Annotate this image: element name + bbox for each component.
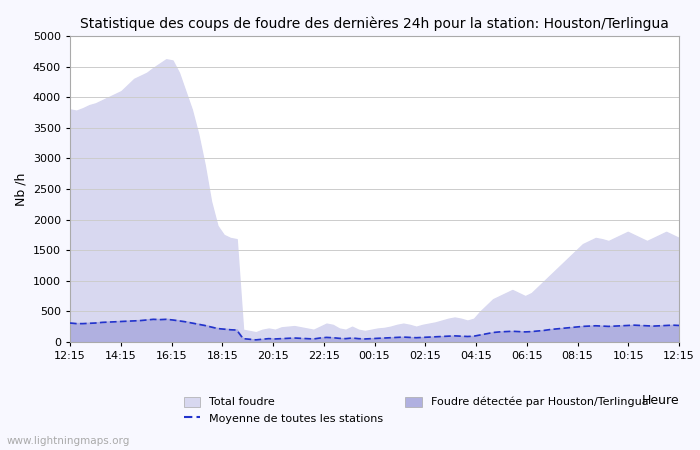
Title: Statistique des coups de foudre des dernières 24h pour la station: Houston/Terli: Statistique des coups de foudre des dern… — [80, 16, 669, 31]
Text: Heure: Heure — [641, 394, 679, 407]
Text: www.lightningmaps.org: www.lightningmaps.org — [7, 436, 130, 446]
Y-axis label: Nb /h: Nb /h — [14, 172, 27, 206]
Legend: Total foudre, Moyenne de toutes les stations, Foudre détectée par Houston/Terlin: Total foudre, Moyenne de toutes les stat… — [179, 392, 653, 428]
